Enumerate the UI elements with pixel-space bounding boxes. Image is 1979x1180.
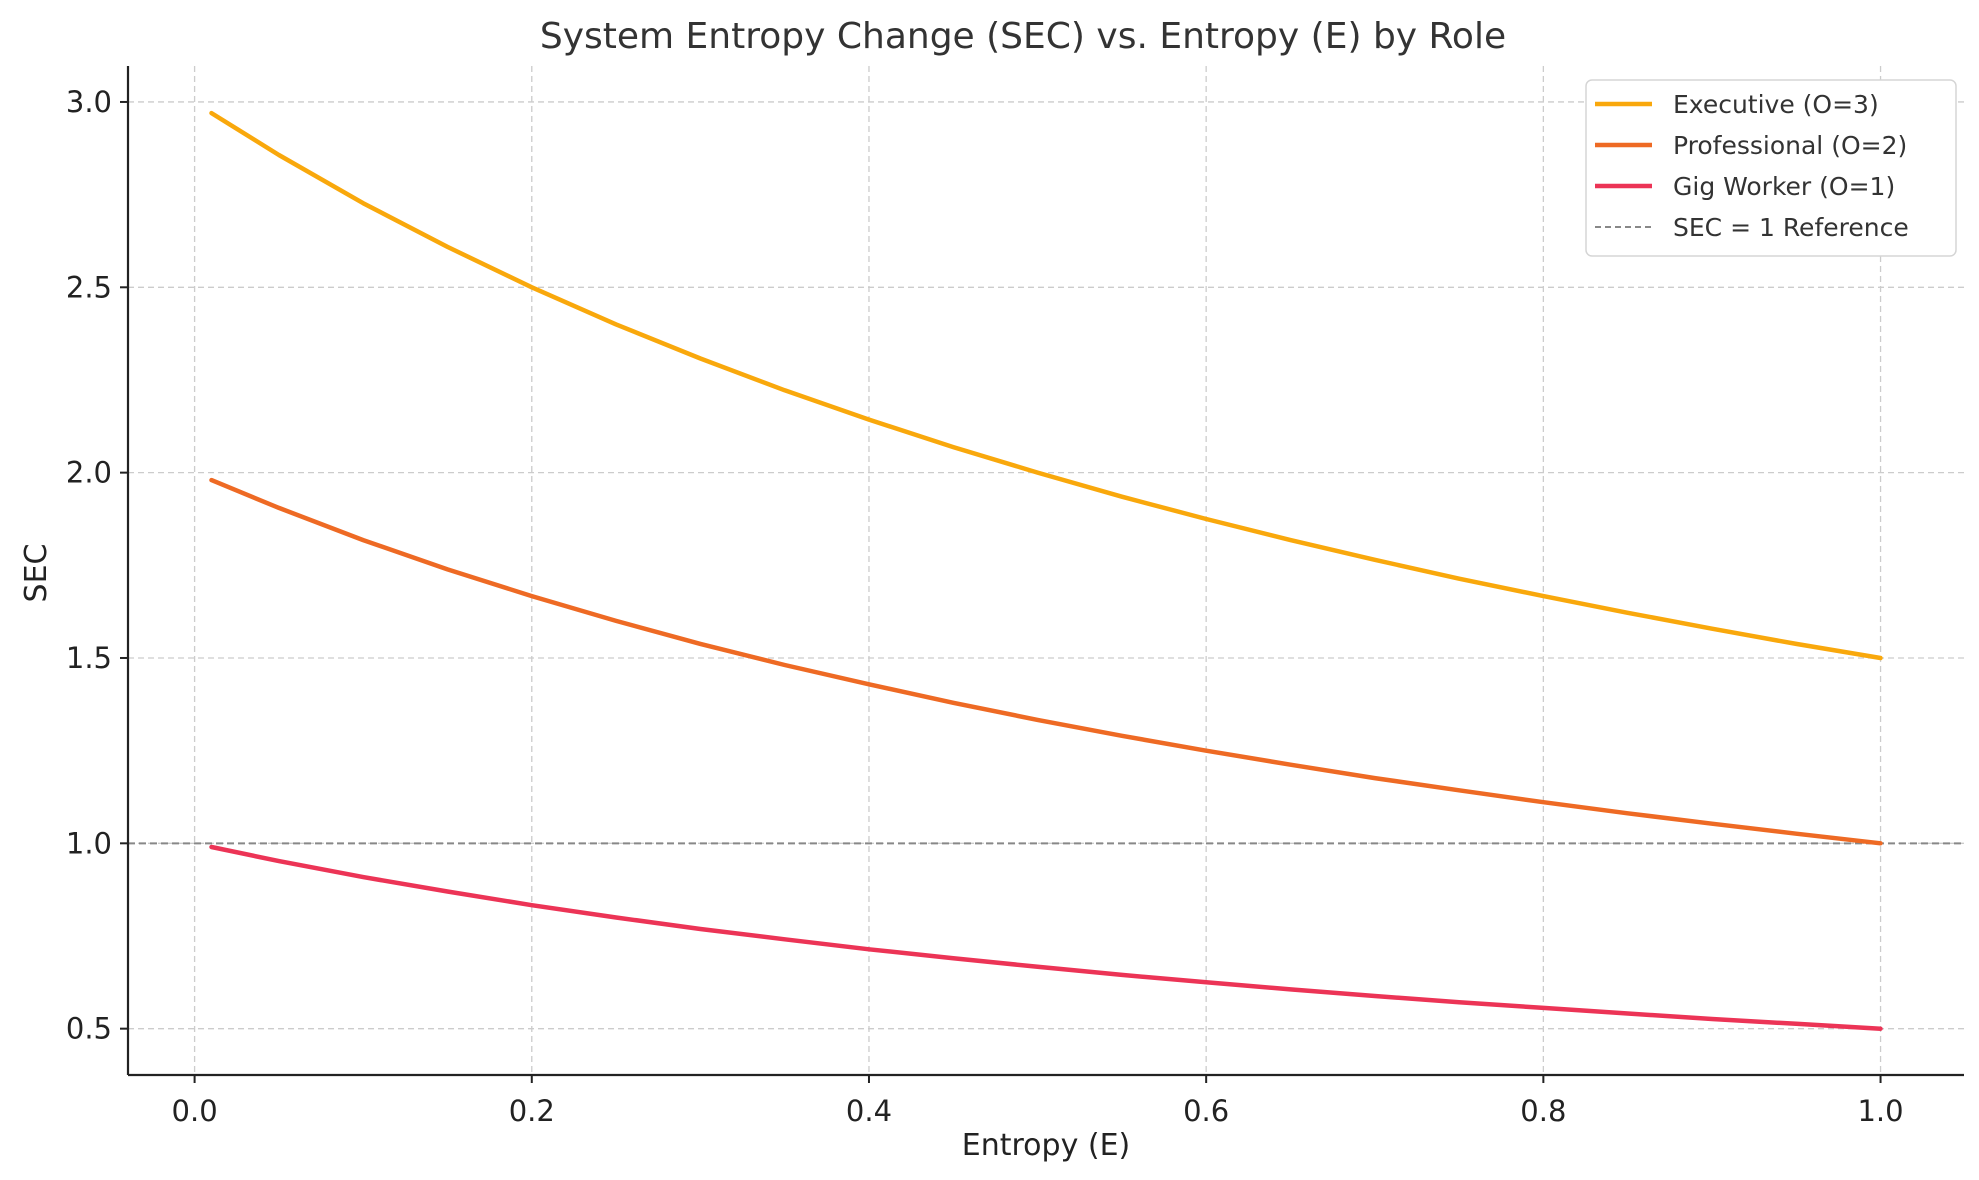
series-line-1 [209, 110, 1883, 661]
x-tick-label: 0.2 [509, 1094, 555, 1128]
legend-box [1585, 79, 1957, 257]
legend: Executive (O=3) Professional (O=2) Gig Wor… [1585, 79, 1957, 257]
legend-label: Professional (O=2) [1673, 131, 1907, 160]
y-tick-label: 2.5 [66, 270, 112, 304]
x-tick-label: 0.6 [1183, 1094, 1229, 1128]
y-tick-label: 3.0 [66, 85, 112, 119]
legend-label: SEC = 1 Reference [1673, 213, 1909, 242]
y-tick-label: 1.0 [66, 826, 112, 860]
x-tick-label: 0.4 [846, 1094, 892, 1128]
grid-lines [128, 66, 1964, 1075]
x-tick-label: 0.0 [172, 1094, 218, 1128]
x-tick-label: 1.0 [1857, 1094, 1903, 1128]
series-lines [209, 110, 1883, 1031]
axes [126, 66, 1964, 1077]
x-axis-label: Entropy (E) [962, 1128, 1130, 1163]
y-tick-label: 1.5 [66, 641, 112, 675]
x-tick-label: 0.8 [1520, 1094, 1566, 1128]
series-line-3 [209, 844, 1883, 1031]
legend-label: Executive (O=3) [1673, 90, 1879, 119]
y-axis-ticks: 0.5 1.0 1.5 2.0 2.5 3.0 [66, 85, 128, 1046]
x-axis-ticks: 0.0 0.2 0.4 0.6 0.8 1.0 [172, 1075, 1904, 1128]
series-line-2 [209, 477, 1883, 846]
y-axis-label: SEC [19, 544, 54, 603]
y-tick-label: 2.0 [66, 456, 112, 490]
y-tick-label: 0.5 [66, 1012, 112, 1046]
chart-title: System Entropy Change (SEC) vs. Entropy … [540, 16, 1506, 57]
legend-label: Gig Worker (O=1) [1673, 172, 1895, 201]
